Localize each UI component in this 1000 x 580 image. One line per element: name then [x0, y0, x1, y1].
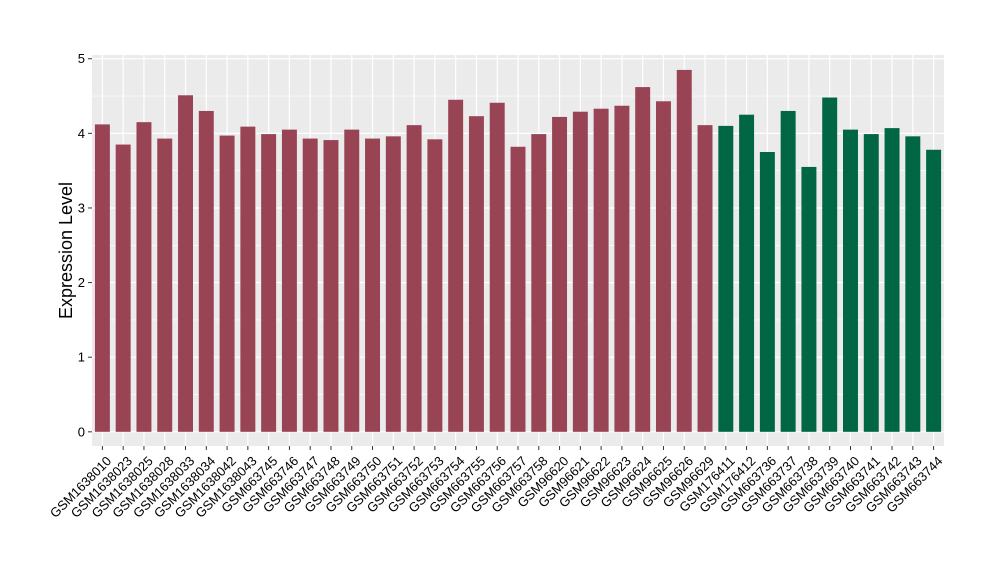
bar-GSM176412 — [739, 114, 755, 432]
bar-GSM663756 — [489, 102, 505, 432]
bar-GSM1638010 — [94, 124, 110, 432]
bar-GSM663752 — [406, 125, 422, 432]
x-axis: GSM1638010GSM1638023GSM1638025GSM1638028… — [47, 446, 946, 521]
bar-GSM96626 — [676, 69, 692, 432]
bar-GSM1638023 — [115, 144, 131, 432]
bar-GSM663758 — [531, 134, 547, 432]
bar-GSM663738 — [801, 166, 817, 432]
y-tick-label: 1 — [78, 350, 85, 365]
bar-GSM663754 — [448, 99, 464, 432]
y-axis: 0 1 2 3 4 5 — [78, 51, 92, 439]
bar-GSM663736 — [759, 152, 775, 432]
bar-GSM663749 — [344, 129, 360, 432]
bar-GSM663757 — [510, 146, 526, 432]
y-tick-label: 4 — [78, 126, 85, 141]
bar-GSM663745 — [261, 134, 277, 432]
bar-GSM96622 — [593, 108, 609, 432]
bar-GSM663750 — [365, 138, 381, 432]
bar-GSM176411 — [718, 125, 734, 432]
y-tick-label: 3 — [78, 200, 85, 215]
bar-GSM96629 — [697, 125, 713, 432]
bar-GSM663740 — [843, 129, 858, 432]
y-axis-title: Expression Level — [56, 182, 76, 319]
bar-GSM663741 — [863, 134, 879, 432]
bar-GSM96623 — [614, 105, 630, 432]
bar-GSM663747 — [302, 138, 318, 432]
bar-GSM1638043 — [240, 126, 256, 432]
bar-GSM663743 — [905, 136, 921, 432]
bar-GSM663742 — [884, 128, 900, 432]
bar-GSM1638042 — [219, 135, 235, 432]
bar-GSM663746 — [281, 129, 297, 432]
bars — [94, 69, 942, 432]
bar-GSM96620 — [552, 116, 568, 432]
y-tick-label: 5 — [78, 51, 85, 66]
bar-GSM663755 — [468, 116, 484, 432]
bar-GSM663744 — [926, 149, 942, 432]
bar-GSM1638034 — [198, 110, 214, 432]
bar-GSM663748 — [323, 140, 339, 432]
bar-GSM663737 — [780, 110, 796, 432]
bar-GSM96621 — [572, 111, 588, 432]
bar-GSM96624 — [635, 87, 651, 432]
y-tick-label: 2 — [78, 275, 85, 290]
y-tick-label: 0 — [78, 424, 85, 439]
bar-GSM1638033 — [178, 95, 193, 432]
bar-GSM96625 — [655, 101, 671, 432]
bar-GSM1638028 — [157, 138, 173, 432]
bar-GSM663751 — [385, 136, 401, 432]
bar-GSM1638025 — [136, 122, 152, 432]
bar-GSM663739 — [822, 97, 838, 432]
bar-GSM663753 — [427, 139, 443, 432]
